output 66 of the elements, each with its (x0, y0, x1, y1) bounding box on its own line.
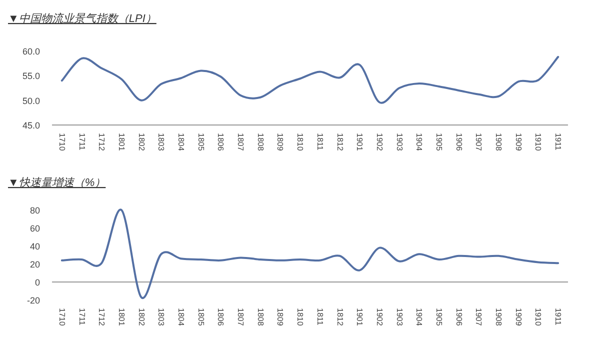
x-tick-label: 1804 (176, 308, 186, 326)
x-tick-label: 1809 (276, 133, 285, 152)
x-tick-label: 1911 (554, 308, 563, 326)
x-tick-label: 1808 (256, 308, 265, 326)
x-tick-label: 1802 (136, 133, 146, 152)
x-tick-label: 1909 (514, 308, 523, 326)
y-tick-label: 0 (34, 278, 40, 288)
x-tick-label: 1710 (57, 133, 66, 152)
y-tick-label: 20 (30, 260, 40, 270)
x-tick-label: 1904 (414, 308, 424, 326)
y-tick-label: 60.0 (22, 46, 40, 56)
x-tick-label: 1908 (494, 308, 504, 326)
x-tick-label: 1801 (116, 308, 126, 326)
x-tick-label: 1806 (216, 133, 226, 152)
x-tick-label: 1802 (136, 308, 146, 326)
x-tick-label: 1909 (514, 133, 523, 152)
x-tick-label: 1803 (156, 308, 166, 326)
x-tick-label: 1903 (394, 133, 404, 152)
x-tick-label: 1810 (296, 308, 305, 326)
x-tick-label: 1812 (335, 133, 344, 152)
x-tick-label: 1811 (315, 308, 324, 326)
x-tick-label: 1902 (374, 133, 384, 152)
x-tick-label: 1805 (196, 133, 206, 152)
x-tick-label: 1907 (474, 308, 484, 326)
chart-title: ▼快速量增速（%） (8, 176, 106, 189)
x-tick-label: 1901 (355, 308, 364, 326)
y-tick-label: 60 (30, 224, 40, 234)
x-tick-label: 1906 (454, 308, 464, 326)
x-tick-label: 1712 (97, 308, 106, 326)
x-tick-label: 1908 (494, 133, 504, 152)
x-tick-label: 1910 (534, 133, 543, 152)
y-tick-label: 45.0 (22, 120, 40, 130)
x-tick-label: 1801 (116, 133, 126, 152)
x-tick-label: 1810 (296, 133, 305, 152)
x-tick-label: 1806 (216, 308, 226, 326)
x-tick-label: 1807 (236, 133, 246, 152)
x-tick-label: 1903 (394, 308, 404, 326)
chart-title: ▼中国物流业景气指数（LPI） (8, 12, 156, 25)
x-tick-label: 1710 (57, 308, 66, 326)
y-tick-label: 40 (30, 242, 40, 252)
x-tick-label: 1905 (434, 133, 444, 152)
x-tick-label: 1911 (554, 133, 563, 151)
x-tick-label: 1910 (534, 308, 543, 326)
x-tick-label: 1902 (374, 308, 384, 326)
x-tick-label: 1811 (315, 133, 324, 151)
x-tick-label: 1803 (156, 133, 166, 152)
x-tick-label: 1901 (355, 133, 364, 152)
x-tick-label: 1906 (454, 133, 464, 152)
x-tick-label: 1711 (77, 133, 86, 151)
x-tick-label: 1904 (414, 133, 424, 152)
x-tick-label: 1805 (196, 308, 206, 326)
line-series (60, 56, 560, 104)
x-tick-label: 1905 (434, 308, 444, 326)
x-tick-label: 1804 (176, 133, 186, 152)
x-tick-label: 1711 (77, 308, 86, 326)
x-tick-label: 1907 (474, 133, 484, 152)
x-tick-label: 1807 (236, 308, 246, 326)
y-tick-label: 50.0 (22, 96, 40, 106)
line-series (60, 209, 560, 298)
x-tick-label: 1812 (335, 308, 344, 326)
x-tick-label: 1809 (276, 308, 285, 326)
x-tick-label: 1712 (97, 133, 106, 152)
y-tick-label: 55.0 (22, 71, 40, 82)
y-tick-label: -20 (26, 296, 40, 306)
y-tick-label: 80 (30, 206, 40, 216)
x-tick-label: 1808 (256, 133, 265, 152)
